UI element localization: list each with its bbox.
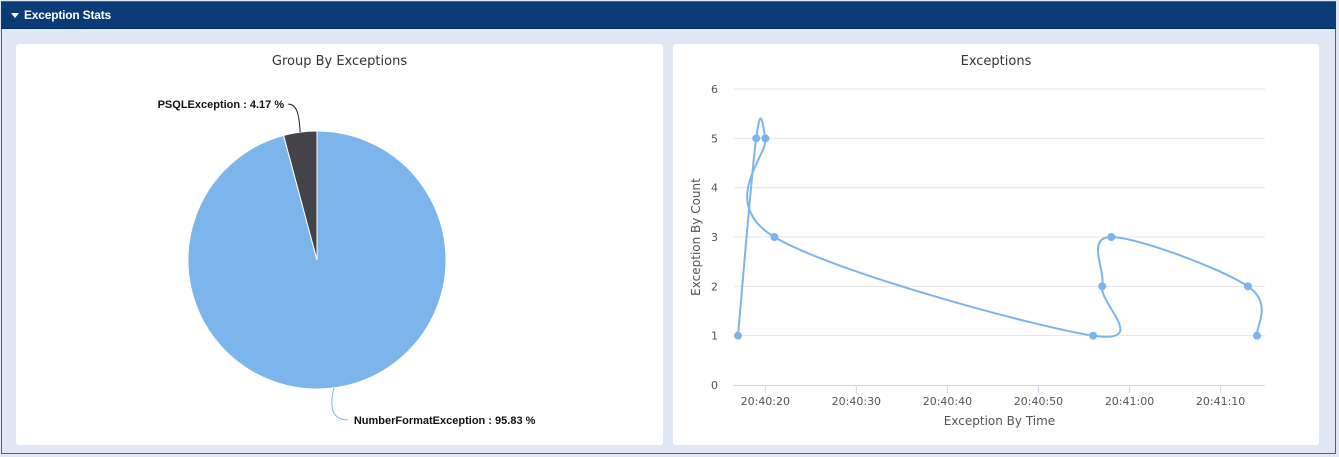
- y-tick-label: 4: [711, 182, 718, 195]
- pie-label-numberformatexception: NumberFormatException : 95.83 %: [354, 415, 536, 427]
- x-tick-label: 20:41:10: [1196, 395, 1245, 408]
- data-point[interactable]: [1253, 331, 1261, 340]
- y-tick-label: 5: [711, 132, 718, 145]
- series-line: [737, 117, 1263, 338]
- y-tick-label: 0: [711, 379, 718, 392]
- pie-connector-numberformatexception: [331, 387, 348, 421]
- x-tick-label: 20:40:30: [832, 395, 881, 408]
- x-tick-label: 20:40:50: [1014, 395, 1063, 408]
- y-axis-title: Exception By Count: [689, 178, 703, 296]
- y-tick-label: 3: [711, 231, 718, 244]
- line-chart: 0 1 2 3 4 5 6 20:40:20 20:40:30 20:40:40 20:40:50 2…: [689, 83, 1265, 428]
- data-point[interactable]: [752, 134, 761, 143]
- pie-chart-title: Group By Exceptions: [271, 54, 408, 69]
- data-point[interactable]: [1089, 331, 1098, 340]
- data-point[interactable]: [1243, 282, 1252, 291]
- section-header[interactable]: Exception Stats: [1, 2, 1336, 29]
- data-point[interactable]: [770, 233, 779, 241]
- pie-label-psqlexception: PSQLException : 4.17 %: [158, 99, 285, 111]
- y-tick-label: 2: [711, 280, 718, 293]
- section-title: Exception Stats: [24, 8, 112, 22]
- x-tick-label: 20:40:20: [741, 395, 790, 408]
- collapse-triangle-icon[interactable]: [11, 13, 19, 18]
- data-point[interactable]: [1098, 282, 1107, 291]
- x-tick-label: 20:41:00: [1105, 395, 1154, 408]
- line-chart-title: Exceptions: [960, 54, 1032, 69]
- data-point[interactable]: [734, 331, 742, 340]
- pie-chart-panel: Group By Exceptions NumberFormatExceptio…: [16, 44, 663, 445]
- line-chart-panel: Exceptions 0 1 2 3 4 5 6 20:40:20 20:40:30 20:40:…: [673, 44, 1319, 445]
- x-tick-label: 20:40:40: [923, 395, 972, 408]
- x-axis-title: Exception By Time: [944, 414, 1055, 428]
- pie-chart: NumberFormatException : 95.83 % PSQLExcep…: [158, 99, 536, 427]
- y-tick-label: 6: [711, 83, 718, 96]
- y-tick-label: 1: [711, 330, 718, 343]
- data-point[interactable]: [1107, 233, 1116, 241]
- data-point[interactable]: [761, 134, 770, 143]
- pie-connector-psqlexception: [288, 103, 301, 133]
